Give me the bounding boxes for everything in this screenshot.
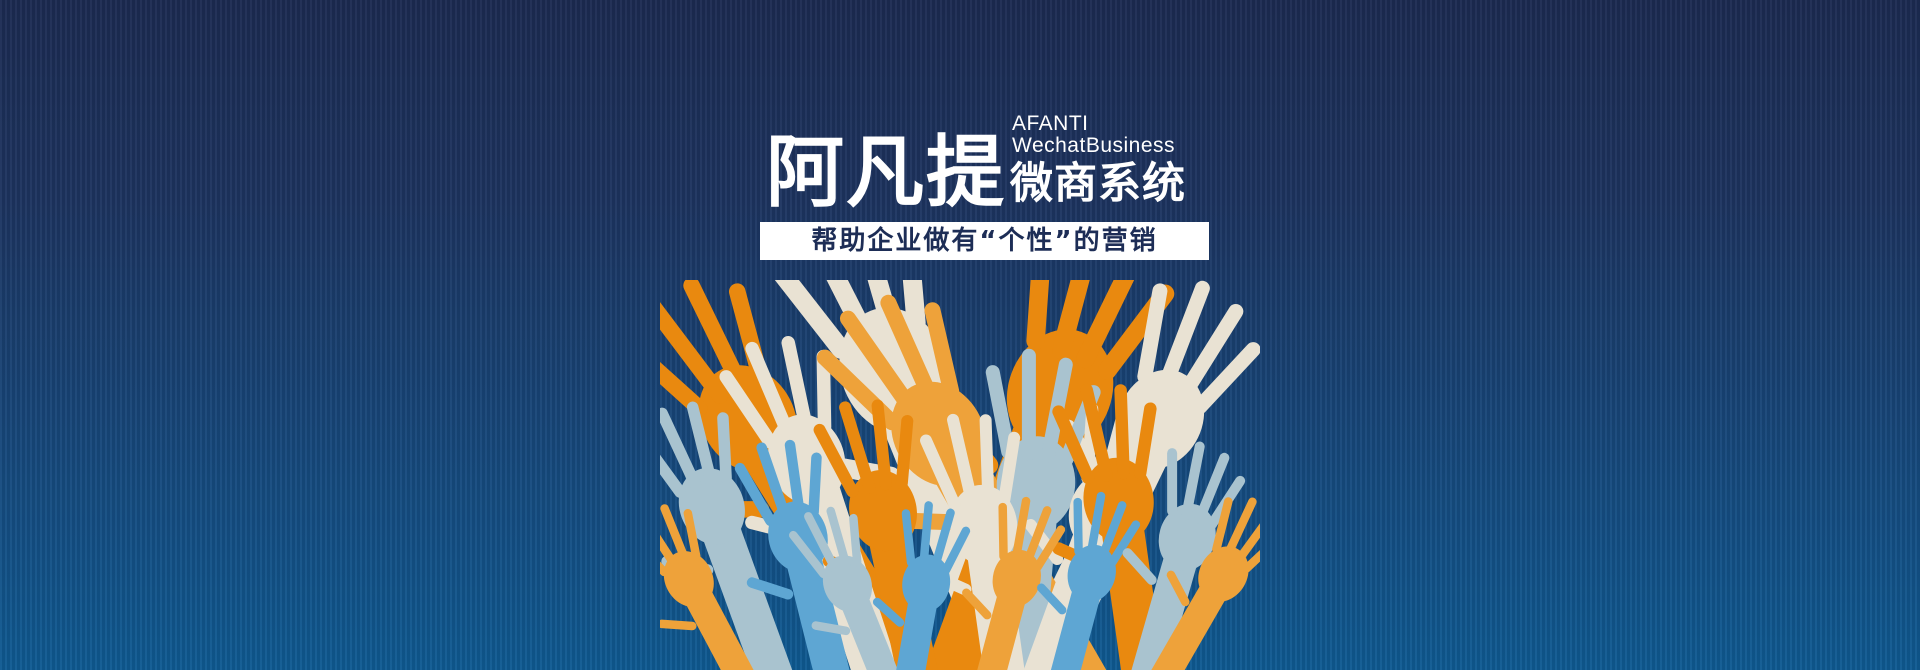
slogan-banner: 帮助企业做有“个性”的营销 (760, 222, 1209, 260)
brand-title: 阿凡提 (766, 127, 1007, 218)
brand-product-en: WechatBusiness (1012, 134, 1176, 157)
raised-hands-icon (660, 280, 1260, 670)
brand-subtitle: 微商系统 (1010, 159, 1186, 209)
brand-name-en: AFANTI (1012, 112, 1089, 135)
brand-title-english: AFANTI WechatBusiness (1012, 113, 1175, 157)
